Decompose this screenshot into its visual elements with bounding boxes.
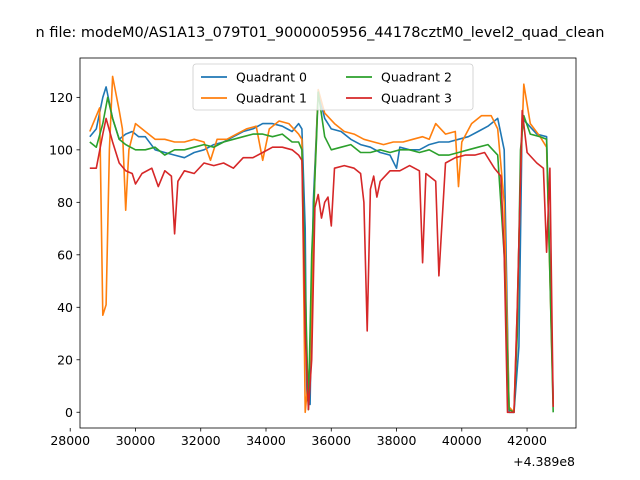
- y-tick-label: 120: [49, 90, 73, 105]
- legend-box: [192, 63, 474, 111]
- series-line-quadrant-0: [89, 86, 554, 414]
- legend-label-quadrant-2: Quadrant 2: [381, 70, 452, 85]
- x-tick-label: 34000: [246, 433, 286, 448]
- x-tick-label: 36000: [311, 433, 351, 448]
- chart-title: n file: modeM0/AS1A13_079T01_9000005956_…: [36, 25, 605, 41]
- x-tick-label: 42000: [507, 433, 547, 448]
- plot-area: 28000 30000 32000 34000 36000 38000 40000 42000…: [49, 57, 577, 448]
- y-tick-label: 40: [57, 300, 73, 315]
- y-tick-label: 0: [65, 405, 73, 420]
- legend: Quadrant 0 Quadrant 1 Quadrant 2 Quadrant 3: [192, 63, 474, 111]
- y-tick-label: 100: [49, 142, 73, 157]
- legend-label-quadrant-0: Quadrant 0: [236, 70, 307, 85]
- series-line-quadrant-1: [89, 75, 554, 414]
- x-tick-label: 38000: [377, 433, 417, 448]
- axes-frame: [79, 57, 577, 429]
- x-tick-label: 28000: [50, 433, 90, 448]
- legend-label-quadrant-1: Quadrant 1: [236, 91, 307, 106]
- y-tick-label: 80: [57, 195, 73, 210]
- y-tick-label: 60: [57, 247, 73, 262]
- legend-label-quadrant-3: Quadrant 3: [381, 91, 452, 106]
- x-tick-label: 32000: [181, 433, 221, 448]
- x-offset-label: +4.389e8: [513, 454, 575, 469]
- series-line-quadrant-2: [89, 91, 554, 414]
- series-lines: [89, 75, 554, 414]
- series-line-quadrant-3: [89, 109, 554, 414]
- x-tick-label: 30000: [116, 433, 156, 448]
- y-tick-label: 20: [57, 352, 73, 367]
- x-tick-label: 40000: [442, 433, 482, 448]
